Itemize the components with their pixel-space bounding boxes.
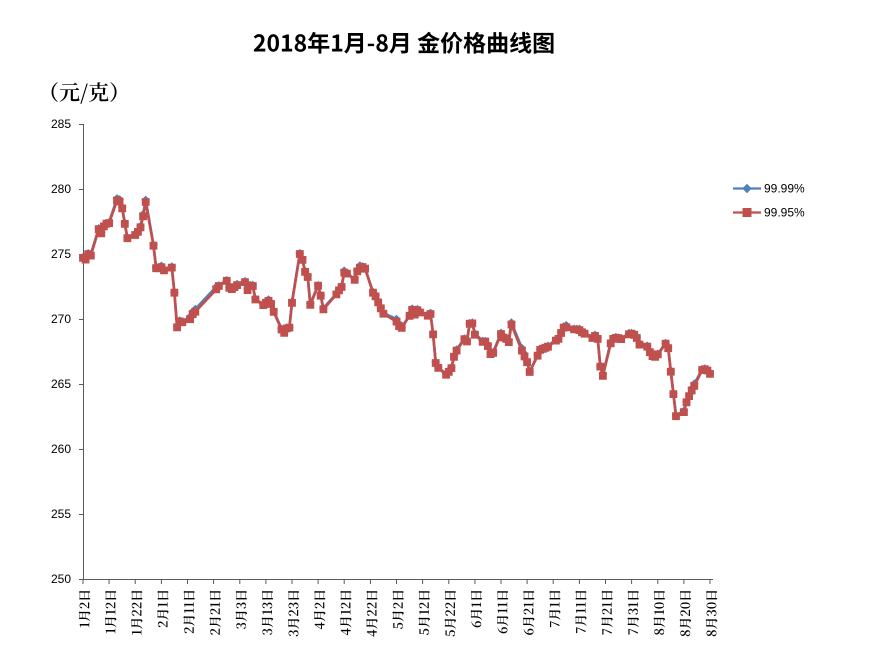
- svg-text:280: 280: [51, 182, 71, 196]
- svg-text:285: 285: [51, 117, 71, 131]
- svg-text:265: 265: [51, 377, 71, 391]
- svg-text:99.99%: 99.99%: [764, 182, 805, 196]
- svg-text:250: 250: [51, 572, 71, 586]
- svg-text:99.95%: 99.95%: [764, 206, 805, 220]
- svg-text:260: 260: [51, 442, 71, 456]
- svg-text:275: 275: [51, 247, 71, 261]
- svg-text:255: 255: [51, 507, 71, 521]
- svg-text:270: 270: [51, 312, 71, 326]
